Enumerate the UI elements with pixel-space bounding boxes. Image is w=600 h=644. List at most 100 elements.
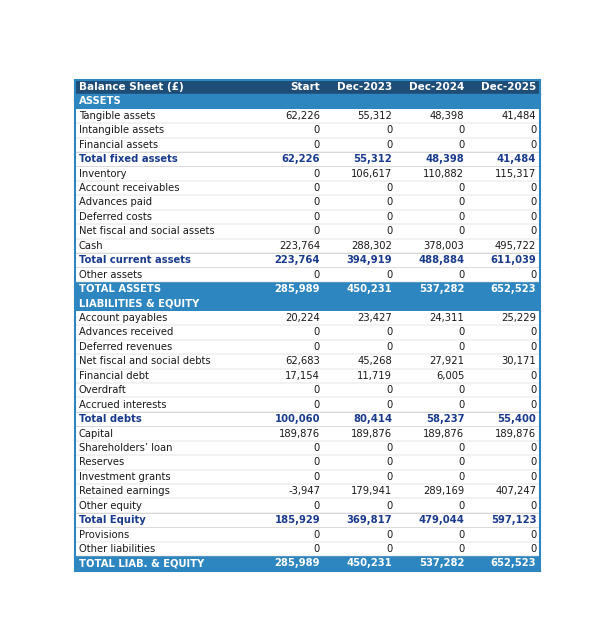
Bar	[75, 282, 540, 296]
Text: 0: 0	[530, 198, 536, 207]
Text: 0: 0	[458, 227, 464, 236]
Text: 45,268: 45,268	[358, 356, 392, 366]
Text: 0: 0	[314, 342, 320, 352]
Text: 0: 0	[314, 472, 320, 482]
Text: 0: 0	[386, 544, 392, 554]
Text: LIABILITIES & EQUITY: LIABILITIES & EQUITY	[79, 299, 199, 308]
Text: 288,302: 288,302	[351, 241, 392, 251]
Text: 0: 0	[530, 472, 536, 482]
Bar	[75, 123, 540, 138]
Text: TOTAL ASSETS: TOTAL ASSETS	[79, 284, 161, 294]
Text: 0: 0	[386, 500, 392, 511]
Text: 0: 0	[314, 544, 320, 554]
Text: 479,044: 479,044	[418, 515, 464, 525]
Bar	[75, 181, 540, 195]
Text: 0: 0	[314, 385, 320, 395]
Text: 0: 0	[314, 169, 320, 178]
Text: 189,876: 189,876	[495, 428, 536, 439]
Text: 223,764: 223,764	[279, 241, 320, 251]
Bar	[75, 166, 540, 181]
Text: 189,876: 189,876	[279, 428, 320, 439]
Bar	[75, 311, 540, 325]
Bar	[75, 354, 540, 368]
Bar	[75, 152, 540, 166]
Text: 0: 0	[458, 472, 464, 482]
Text: 0: 0	[530, 327, 536, 337]
Text: 27,921: 27,921	[429, 356, 464, 366]
Text: 106,617: 106,617	[351, 169, 392, 178]
Text: 0: 0	[458, 400, 464, 410]
Text: 0: 0	[386, 140, 392, 150]
Text: 25,229: 25,229	[501, 313, 536, 323]
Text: 55,312: 55,312	[353, 154, 392, 164]
Text: Dec-2023: Dec-2023	[337, 82, 392, 92]
Text: 189,876: 189,876	[423, 428, 464, 439]
Text: 0: 0	[458, 270, 464, 279]
Text: Accrued interests: Accrued interests	[79, 400, 166, 410]
Text: 0: 0	[386, 126, 392, 135]
Text: 0: 0	[530, 227, 536, 236]
Text: 0: 0	[386, 327, 392, 337]
Text: 6,005: 6,005	[436, 371, 464, 381]
Text: 0: 0	[314, 500, 320, 511]
Text: 488,884: 488,884	[418, 255, 464, 265]
Text: Advances paid: Advances paid	[79, 198, 152, 207]
Text: 185,929: 185,929	[274, 515, 320, 525]
Text: Deferred revenues: Deferred revenues	[79, 342, 172, 352]
Text: 48,398: 48,398	[425, 154, 464, 164]
Text: 0: 0	[458, 140, 464, 150]
Text: Account payables: Account payables	[79, 313, 167, 323]
Text: 20,224: 20,224	[286, 313, 320, 323]
Text: 0: 0	[458, 443, 464, 453]
Text: 0: 0	[530, 500, 536, 511]
Text: 0: 0	[314, 400, 320, 410]
Bar	[75, 253, 540, 267]
Text: 24,311: 24,311	[430, 313, 464, 323]
Text: 289,169: 289,169	[423, 486, 464, 497]
Text: 285,989: 285,989	[275, 558, 320, 569]
Text: 537,282: 537,282	[419, 284, 464, 294]
Bar	[75, 498, 540, 513]
Text: Financial assets: Financial assets	[79, 140, 158, 150]
Text: 0: 0	[530, 342, 536, 352]
Bar	[75, 80, 540, 94]
Text: 0: 0	[530, 457, 536, 468]
Text: 23,427: 23,427	[358, 313, 392, 323]
Bar	[75, 513, 540, 527]
Text: 450,231: 450,231	[346, 558, 392, 569]
Text: Dec-2025: Dec-2025	[481, 82, 536, 92]
Text: Other assets: Other assets	[79, 270, 142, 279]
Text: 0: 0	[530, 385, 536, 395]
Text: 0: 0	[386, 400, 392, 410]
Text: 58,237: 58,237	[426, 414, 464, 424]
Bar	[75, 109, 540, 123]
Text: Account receivables: Account receivables	[79, 183, 179, 193]
Text: 0: 0	[314, 327, 320, 337]
Text: 0: 0	[458, 544, 464, 554]
Text: Inventory: Inventory	[79, 169, 126, 178]
Text: 597,123: 597,123	[491, 515, 536, 525]
Text: 0: 0	[530, 400, 536, 410]
Text: 55,400: 55,400	[497, 414, 536, 424]
Text: 537,282: 537,282	[419, 558, 464, 569]
Text: 0: 0	[386, 385, 392, 395]
Text: 0: 0	[530, 140, 536, 150]
Text: Total debts: Total debts	[79, 414, 142, 424]
Text: 0: 0	[314, 198, 320, 207]
Text: Total Equity: Total Equity	[79, 515, 145, 525]
Text: 0: 0	[314, 126, 320, 135]
Text: Overdraft: Overdraft	[79, 385, 127, 395]
Text: 652,523: 652,523	[491, 558, 536, 569]
Text: 0: 0	[314, 140, 320, 150]
Text: Net fiscal and social assets: Net fiscal and social assets	[79, 227, 214, 236]
Text: 0: 0	[530, 183, 536, 193]
Text: 0: 0	[458, 385, 464, 395]
Text: 0: 0	[458, 457, 464, 468]
Text: 0: 0	[314, 183, 320, 193]
Text: Financial debt: Financial debt	[79, 371, 149, 381]
Text: 17,154: 17,154	[285, 371, 320, 381]
Bar	[75, 94, 540, 109]
Text: TOTAL LIAB. & EQUITY: TOTAL LIAB. & EQUITY	[79, 558, 204, 569]
Text: 652,523: 652,523	[491, 284, 536, 294]
Text: 0: 0	[386, 270, 392, 279]
